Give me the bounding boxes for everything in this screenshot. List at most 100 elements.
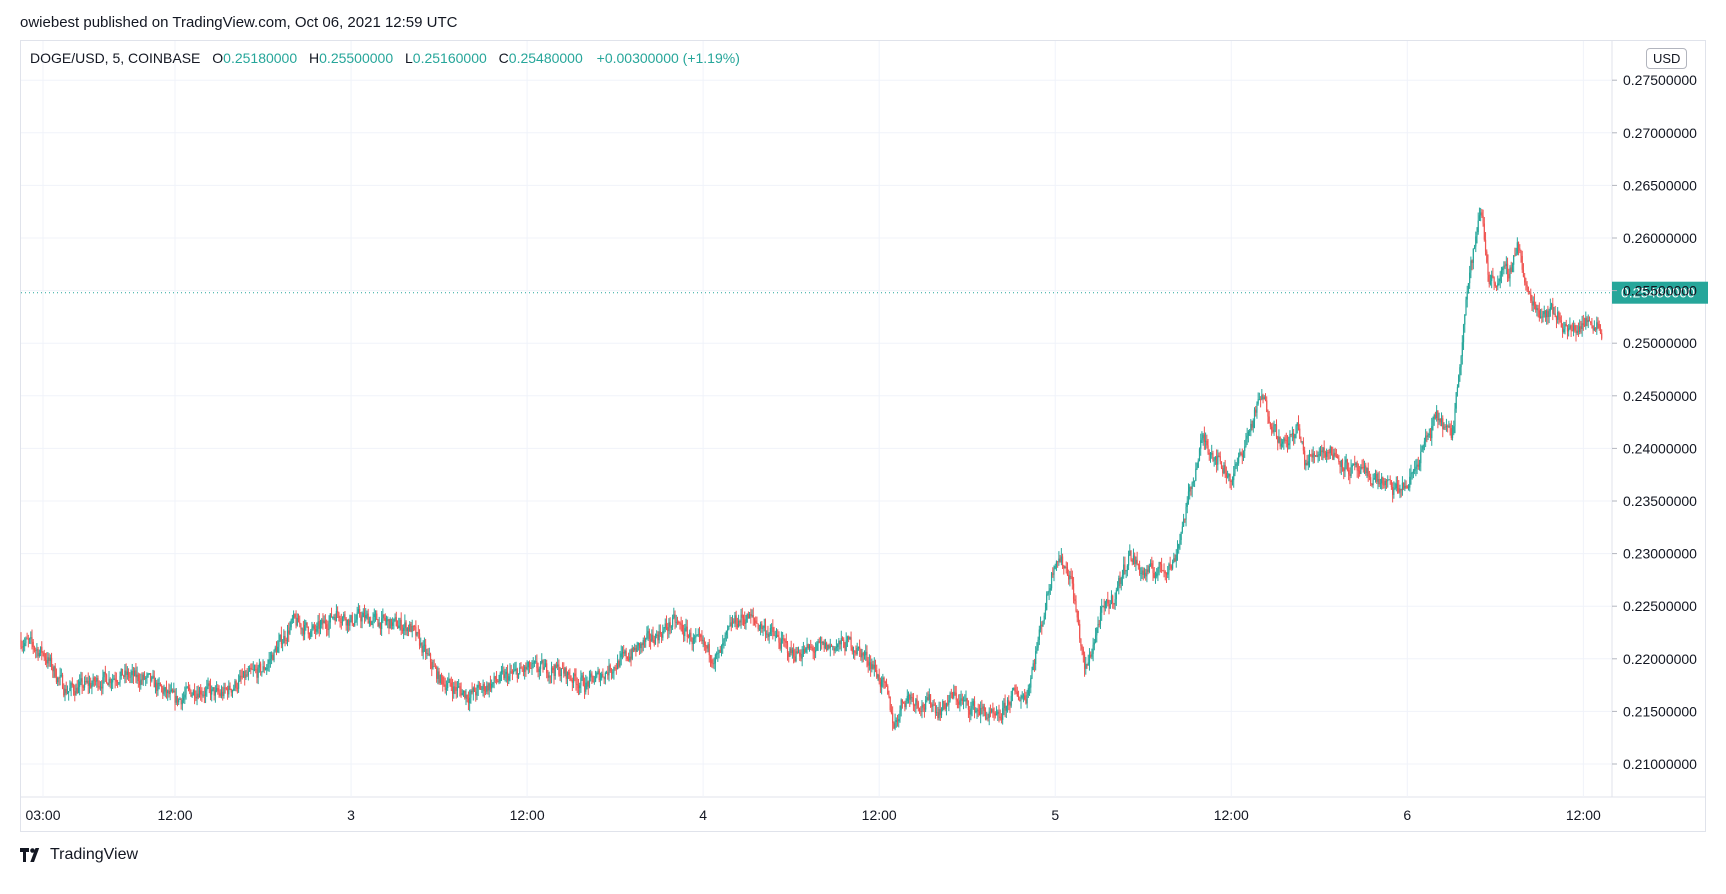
candle	[334, 613, 336, 625]
candle	[217, 684, 219, 695]
candle-body	[418, 633, 421, 646]
symbol-label[interactable]: DOGE/USD, 5, COINBASE	[30, 50, 201, 66]
candle-body	[244, 671, 246, 678]
candle-body	[107, 683, 109, 686]
candle-body	[307, 626, 309, 635]
candle-body	[388, 619, 390, 629]
low-label: L	[405, 50, 413, 66]
candle	[1546, 309, 1548, 325]
candle	[113, 675, 115, 681]
candle	[958, 694, 960, 709]
candle-body	[638, 642, 641, 649]
candle-body	[725, 630, 727, 635]
candle	[184, 686, 186, 704]
candle	[1229, 473, 1231, 489]
candle-body	[55, 676, 58, 683]
candle-body	[1571, 330, 1573, 332]
candle-body	[1417, 464, 1419, 467]
candle	[903, 701, 905, 704]
low-value: 0.25160000	[412, 50, 487, 66]
candle-body	[1157, 568, 1159, 574]
candle-body	[1301, 441, 1303, 443]
candle	[579, 682, 581, 695]
candle-body	[907, 694, 910, 696]
candle-body	[778, 636, 780, 643]
candle-body	[1581, 323, 1583, 330]
candle-body	[1461, 342, 1463, 357]
candle	[1359, 465, 1361, 477]
candle	[64, 684, 66, 702]
candle	[1561, 323, 1564, 338]
candle	[202, 690, 204, 698]
candle	[940, 707, 943, 719]
candle-body	[1368, 476, 1371, 478]
candle-body	[839, 640, 841, 645]
candle-body	[510, 671, 512, 673]
candle	[1235, 461, 1237, 470]
candle	[407, 624, 410, 637]
candle	[486, 681, 488, 695]
candle-body	[1575, 330, 1577, 334]
candle-body	[1014, 687, 1016, 692]
candle	[654, 633, 657, 645]
candle-body	[284, 635, 286, 641]
candle	[136, 666, 138, 684]
candle	[863, 650, 866, 660]
candle-body	[275, 647, 278, 653]
candle-body	[1553, 313, 1555, 315]
candle-body	[818, 641, 820, 643]
candle	[843, 637, 845, 649]
candle	[1074, 593, 1076, 605]
candle-body	[795, 651, 797, 661]
x-tick-label: 4	[699, 807, 707, 823]
candle-body	[217, 688, 219, 692]
candle-body	[365, 615, 367, 619]
candle	[1288, 436, 1290, 450]
candle-body	[63, 688, 65, 696]
candle-body	[1508, 273, 1510, 279]
chart-frame[interactable]	[20, 40, 1706, 832]
candle	[1295, 424, 1297, 439]
candle	[1162, 569, 1164, 572]
candle	[1127, 550, 1130, 571]
candle-body	[1170, 566, 1172, 569]
candle	[657, 631, 659, 648]
candle	[1192, 477, 1194, 487]
candle-body	[1466, 291, 1468, 300]
candle-body	[88, 682, 91, 686]
candle-body	[355, 619, 357, 622]
candle	[39, 646, 42, 657]
candle	[1330, 446, 1333, 456]
candle	[1075, 595, 1077, 613]
candle	[1085, 656, 1087, 675]
candle-body	[260, 663, 262, 672]
close-value: 0.25480000	[508, 50, 583, 66]
candle	[283, 629, 285, 644]
candle	[1238, 452, 1240, 466]
candle-body	[96, 677, 98, 682]
candle-body	[1238, 455, 1240, 464]
candle-body	[717, 653, 719, 655]
candle-body	[72, 685, 75, 692]
currency-badge[interactable]: USD	[1646, 48, 1688, 69]
candle-body	[525, 666, 527, 670]
candle	[1260, 396, 1262, 408]
tradingview-footer[interactable]: TradingView	[20, 846, 138, 864]
candle	[767, 625, 769, 641]
candle-body	[1017, 696, 1020, 701]
candle	[1027, 684, 1029, 698]
candle	[773, 626, 775, 637]
candle	[812, 645, 814, 660]
candle	[1181, 521, 1183, 534]
candle-body	[1283, 438, 1285, 442]
candle-body	[772, 627, 774, 633]
candle	[341, 616, 344, 626]
candle	[865, 644, 867, 661]
candle	[274, 645, 276, 653]
candle-body	[175, 696, 177, 703]
candle	[932, 700, 934, 712]
candle	[399, 617, 401, 631]
candle	[1510, 261, 1512, 274]
candle	[337, 606, 339, 618]
